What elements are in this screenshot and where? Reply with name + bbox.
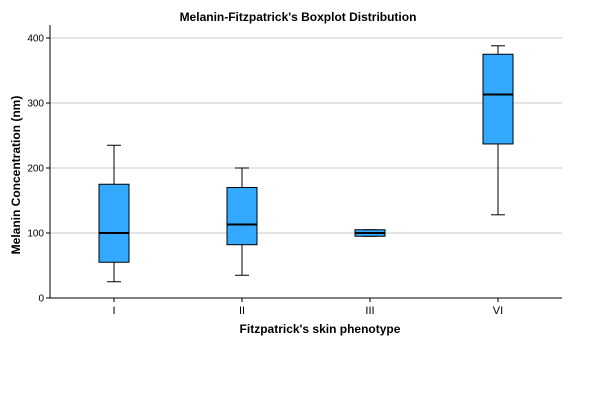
y-tick-label: 200 xyxy=(27,164,44,175)
chart-title: Melanin-Fitzpatrick's Boxplot Distributi… xyxy=(180,10,417,24)
y-tick-label: 100 xyxy=(27,229,44,240)
box-group xyxy=(98,144,130,283)
y-tick-label: 400 xyxy=(27,34,44,45)
x-tick-label: III xyxy=(365,305,374,317)
x-axis-title: Fitzpatrick's skin phenotype xyxy=(240,322,401,336)
box-iqr xyxy=(226,187,258,246)
box-iqr xyxy=(482,53,514,145)
x-tick-label: II xyxy=(239,305,245,317)
y-axis-title: Melanin Concentration (nm) xyxy=(9,96,23,255)
boxes-layer xyxy=(98,45,514,283)
y-tick-label: 300 xyxy=(27,99,44,110)
y-tick-label: 0 xyxy=(38,294,44,305)
grid-layer xyxy=(50,37,562,234)
box-group xyxy=(482,45,514,216)
box-group xyxy=(226,167,258,276)
x-tick-label: VI xyxy=(493,305,503,317)
box-group xyxy=(354,229,386,237)
x-tick-label: I xyxy=(112,305,115,317)
box-iqr xyxy=(98,183,130,263)
